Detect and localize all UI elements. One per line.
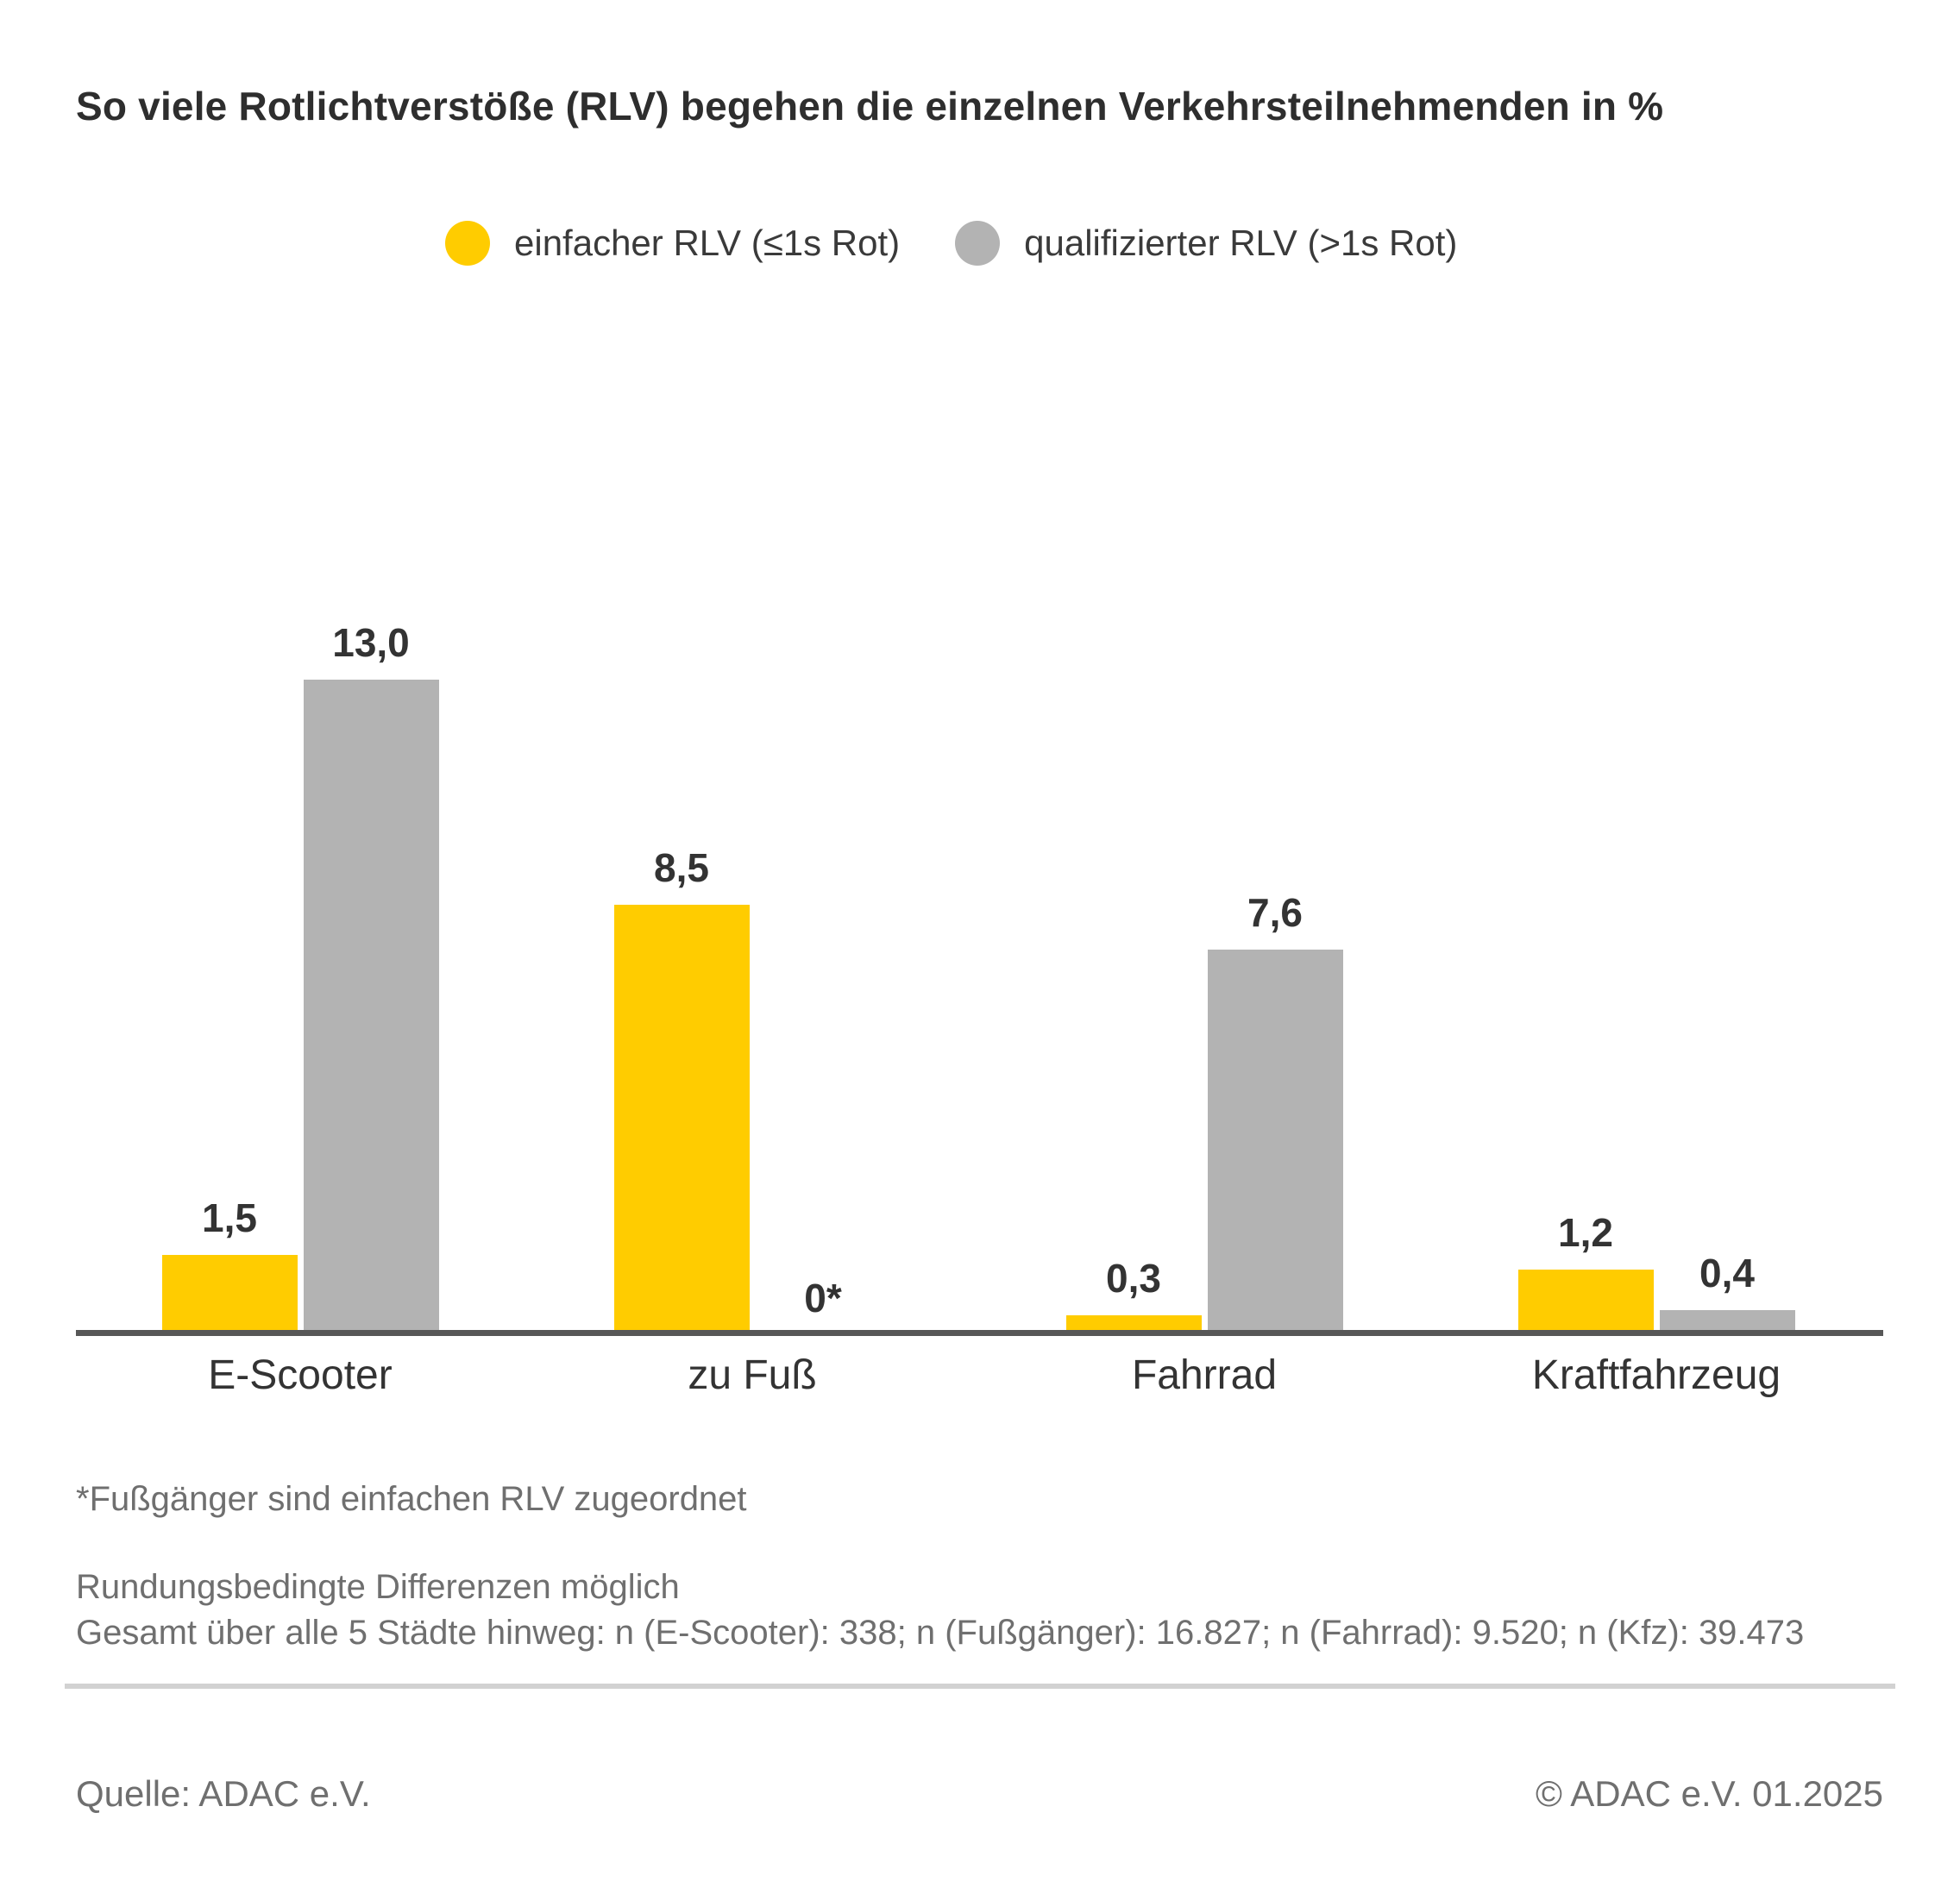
bar-kraftfahrzeug-einfacher [1517,1270,1654,1330]
legend-item-qualifizierter-rlv: qualifizierter RLV (>1s Rot) [955,221,1457,266]
source-text: Quelle: ADAC e.V. [76,1773,371,1814]
bar-e-scooter-qualifizierter [303,680,439,1330]
bar-fahrrad-qualifizierter [1207,950,1343,1330]
value-label-e-scooter-qualifizierter: 13,0 [332,620,410,665]
legend-item-einfacher-rlv: einfacher RLV (≤1s Rot) [445,221,900,266]
gray-dot-icon [955,221,1001,266]
footnote-rounding: Rundungsbedingte Differenzen möglich [76,1568,680,1606]
footnote-totals: Gesamt über alle 5 Städte hinweg: n (E-S… [76,1614,1805,1652]
category-label-kraftfahrzeug: Kraftfahrzeug [1531,1352,1781,1398]
value-label-kraftfahrzeug-einfacher: 1,2 [1558,1210,1613,1255]
chart-title: So viele Rotlichtverstöße (RLV) begehen … [76,84,1664,129]
yellow-dot-icon [445,221,490,266]
category-label-fahrrad: Fahrrad [1131,1352,1278,1398]
value-label-zu-fu-qualifizierter: 0* [804,1276,842,1320]
bar-zu-fu-einfacher [613,905,750,1330]
value-label-fahrrad-einfacher: 0,3 [1106,1256,1161,1301]
value-label-kraftfahrzeug-qualifizierter: 0,4 [1699,1251,1755,1295]
footnote-block: Rundungsbedingte Differenzen möglich Ges… [76,1565,1804,1656]
legend-label: qualifizierter RLV (>1s Rot) [1024,223,1458,263]
category-label-e-scooter: E-Scooter [208,1352,393,1398]
x-axis-line [76,1330,1883,1336]
chart-legend: einfacher RLV (≤1s Rot) qualifizierter R… [445,221,1457,266]
copyright-text: © ADAC e.V. 01.2025 [1536,1773,1883,1814]
bar-fahrrad-einfacher [1065,1315,1202,1330]
bar-e-scooter-einfacher [161,1255,298,1330]
legend-label: einfacher RLV (≤1s Rot) [514,223,901,263]
category-label-zu-fu: zu Fuß [688,1352,817,1398]
footnote-asterisk: *Fußgänger sind einfachen RLV zugeordnet [76,1480,747,1518]
value-label-fahrrad-qualifizierter: 7,6 [1247,890,1303,935]
divider-line [65,1684,1895,1689]
plot-area: E-Scooter 1,5 13,0 zu Fuß 8,5 0* Fahrrad 0,3 7,6… [76,597,1883,1398]
value-label-e-scooter-einfacher: 1,5 [202,1195,257,1240]
bar-kraftfahrzeug-qualifizierter [1659,1310,1795,1330]
value-label-zu-fu-einfacher: 8,5 [654,845,709,890]
